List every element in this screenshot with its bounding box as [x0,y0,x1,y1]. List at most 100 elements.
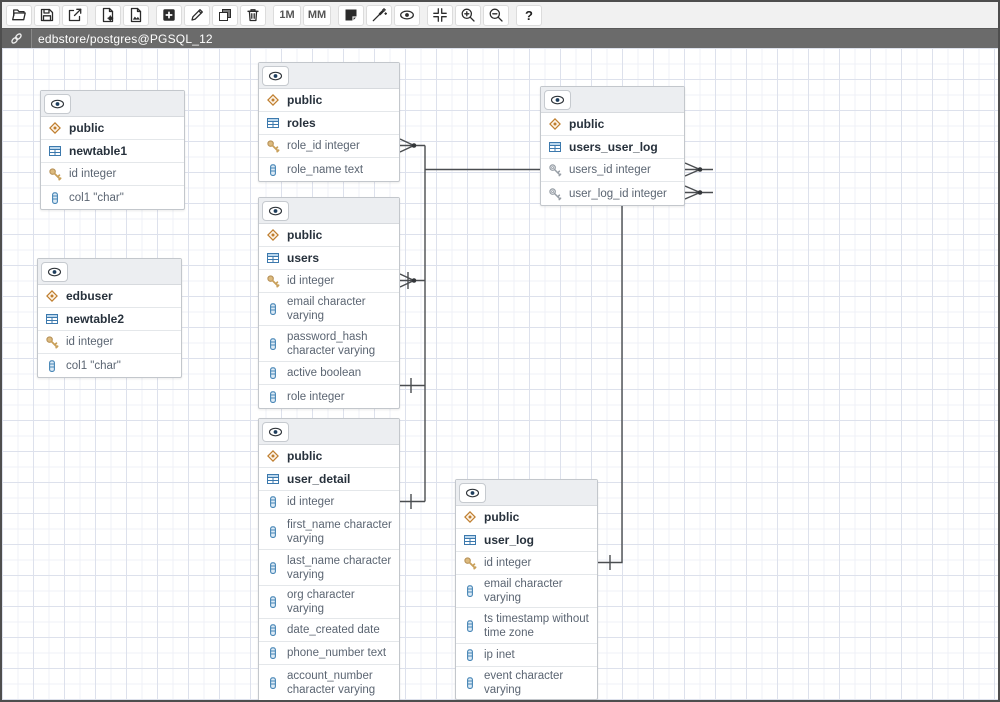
column-icon [266,366,280,380]
column-label: ip inet [484,649,515,661]
erd-table-newtable1[interactable]: public newtable1 id integer col1 "char" [40,90,185,210]
table-name-row: roles [259,112,399,135]
toolbar-group [427,4,509,26]
erd-table-roles[interactable]: public roles role_id integer role_name te… [258,62,400,182]
show-details-button[interactable] [394,4,420,26]
primary-key-icon [45,335,59,349]
show-details-eye-button[interactable] [544,89,571,110]
table-name: user_log [484,533,535,547]
erd-table-users[interactable]: public users id integer email character v… [258,197,400,409]
column-row: last_name character varying [259,550,399,586]
erd-table-newtable2[interactable]: edbuser newtable2 id integer col1 "char" [37,258,182,378]
column-row: id integer [41,163,184,186]
relationship-lines [399,138,713,570]
help-button[interactable]: ? [516,4,542,26]
column-label: password_hash character varying [287,330,376,357]
column-row: account_number character varying [259,665,399,700]
show-details-eye-button[interactable] [44,93,71,114]
column-row: col1 "char" [38,354,181,377]
schema-icon [266,228,280,242]
erd-table-user_detail[interactable]: public user_detail id integer first_name … [258,418,400,700]
column-row: first_name character varying [259,514,399,550]
table-icon [266,116,280,130]
column-label: col1 "char" [66,359,121,372]
column-label: phone_number text [287,647,387,659]
schema-name: edbuser [66,289,113,303]
column-row: ip inet [456,644,597,667]
column-label: email character varying [484,578,563,604]
table-node-header [259,419,399,445]
open-project-button[interactable] [6,4,32,26]
add-table-button[interactable] [156,4,182,26]
table-name: newtable2 [66,312,125,326]
column-label: role_id integer [287,140,360,152]
crow-foot [399,272,425,289]
add-note-button[interactable] [338,4,364,26]
schema-name: public [484,510,520,524]
schema-icon [266,93,280,107]
table-name: newtable1 [69,144,128,158]
primary-key-icon [266,274,280,288]
table-name-row: users_user_log [541,136,684,159]
erd-table-user_log[interactable]: public user_log id integer email characte… [455,479,598,700]
show-details-eye-button[interactable] [262,200,289,221]
edit-table-button[interactable] [184,4,210,26]
column-row: role integer [259,385,399,408]
many-to-many-button[interactable]: MM [303,4,331,26]
drop-table-button[interactable] [240,4,266,26]
primary-key-icon [266,139,280,153]
one-to-many-button[interactable]: 1M [273,4,301,26]
column-icon [463,619,477,633]
zoom-in-button[interactable] [455,4,481,26]
crow-foot [399,138,425,153]
column-icon [463,584,477,598]
column-icon [48,191,62,205]
column-row: date_created date [259,619,399,642]
download-image-button[interactable] [123,4,149,26]
column-label: id integer [69,168,117,180]
erd-canvas[interactable]: public newtable1 id integer col1 "char" p… [2,48,998,700]
show-details-eye-button[interactable] [459,482,486,503]
column-label: role_name text [287,163,364,176]
table-icon [266,472,280,486]
table-node-header [259,198,399,224]
relationship-line [598,204,623,570]
schema-row: public [541,113,684,136]
column-label: role integer [287,390,345,403]
column-icon [266,595,280,609]
show-details-eye-button[interactable] [41,261,68,282]
table-name: users_user_log [569,140,658,154]
zoom-to-fit-button[interactable] [427,4,453,26]
auto-align-button[interactable] [366,4,392,26]
erd-table-users_user_log[interactable]: public users_user_log users_id integer us… [540,86,685,206]
column-row: id integer [259,270,399,293]
schema-icon [548,117,562,131]
toolbar-group [6,4,88,26]
generate-sql-button[interactable] [95,4,121,26]
clone-table-button[interactable] [212,4,238,26]
toolbar-group [95,4,149,26]
table-name-row: newtable2 [38,308,181,331]
toolbar-group [156,4,266,26]
column-label: id integer [66,336,114,348]
show-details-eye-button[interactable] [262,65,289,86]
column-label: ts timestamp without time zone [484,612,589,639]
table-node-header [541,87,684,113]
schema-name: public [69,121,105,135]
show-details-eye-button[interactable] [262,421,289,442]
table-name: users [287,251,320,265]
toolbar-group [338,4,420,26]
table-node-header [38,259,181,285]
connection-link-icon [2,29,32,48]
column-label: event character varying [484,670,564,696]
schema-icon [266,449,280,463]
table-node-header [41,91,184,117]
zoom-out-button[interactable] [483,4,509,26]
table-name-row: user_log [456,529,597,552]
column-row: id integer [456,552,597,575]
column-icon [463,676,477,690]
table-icon [548,140,562,154]
save-project-button[interactable] [34,4,60,26]
column-label: user_log_id integer [569,187,667,200]
save-as-button[interactable] [62,4,88,26]
